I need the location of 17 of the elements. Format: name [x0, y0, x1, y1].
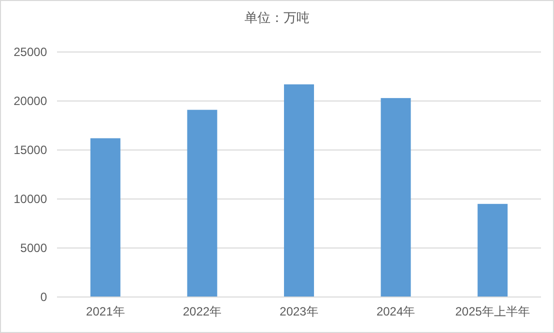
y-tick-label: 5000 [20, 240, 48, 255]
y-tick-label: 10000 [14, 192, 48, 206]
bar [90, 138, 120, 297]
x-tick-label: 2022年 [182, 304, 222, 319]
bar [478, 204, 508, 297]
x-tick-label: 2023年 [280, 304, 318, 319]
y-tick-label: 0 [40, 290, 48, 304]
x-tick-label: 2024年 [376, 304, 416, 319]
y-tick-label: 25000 [14, 44, 48, 59]
y-tick-label: 15000 [14, 142, 48, 157]
bar [380, 98, 411, 297]
y-tick-label: 20000 [14, 94, 48, 108]
bar [187, 110, 218, 297]
x-tick-label: 2025年上半年 [455, 304, 530, 319]
x-tick-label: 2021年 [86, 304, 125, 319]
bar [284, 84, 314, 297]
chart-title: 单位：万吨 [244, 11, 310, 26]
